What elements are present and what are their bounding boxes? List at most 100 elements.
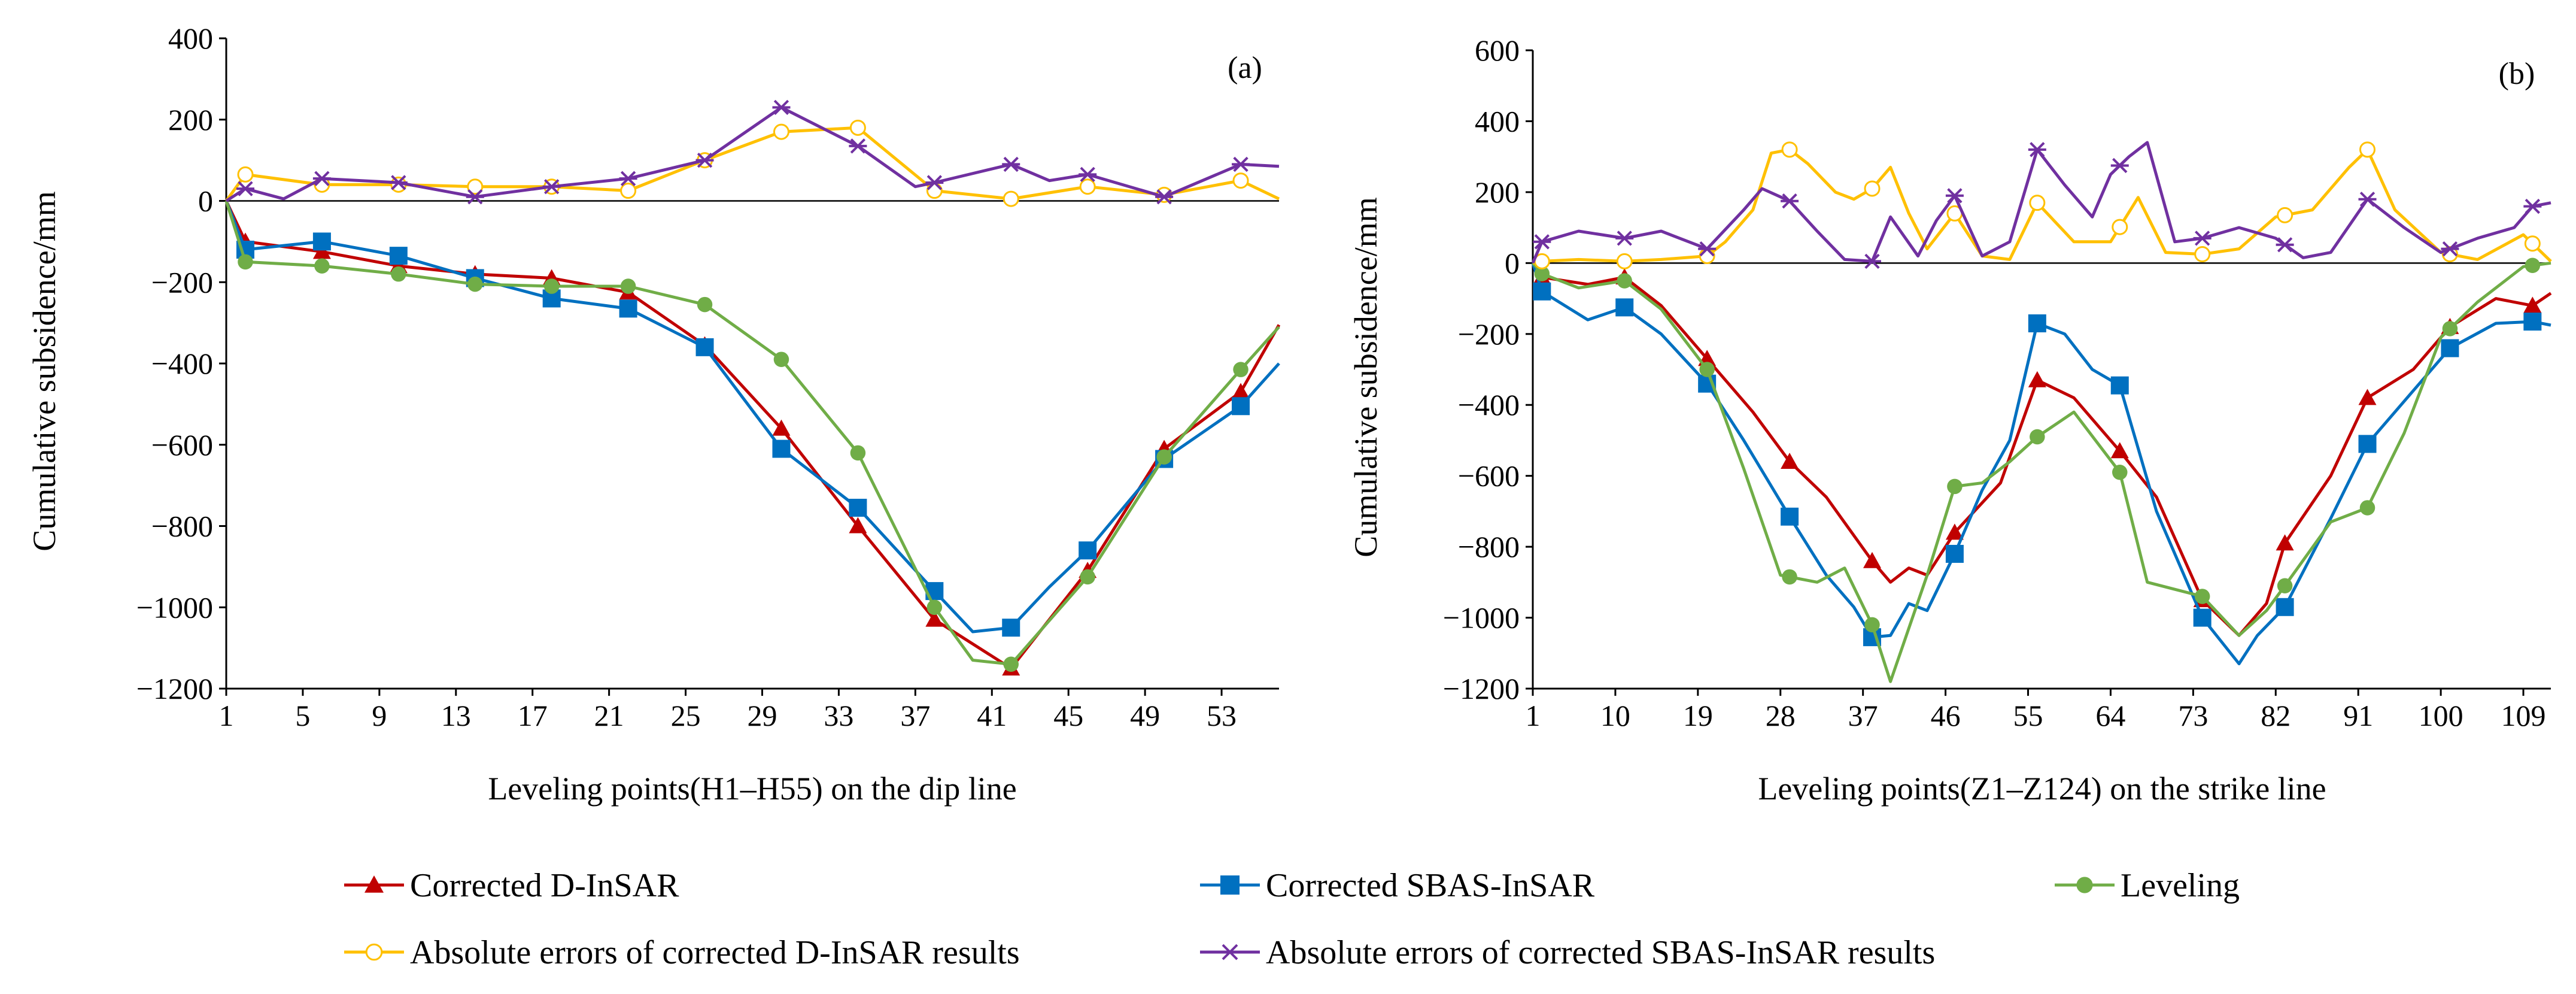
- legend-item-err_dinsar: Absolute errors of corrected D-InSAR res…: [344, 934, 1020, 971]
- point-err_sbas-a: [619, 171, 637, 186]
- point-leveling-a: [467, 276, 483, 292]
- point-sbas-a: [772, 440, 791, 458]
- legend-marker-err_sbas: [1220, 944, 1240, 960]
- series-leveling-b: [1532, 257, 2551, 683]
- series-leveling-a: [224, 200, 1280, 672]
- point-leveling-a: [773, 351, 789, 367]
- y-tick-label-a: −400: [151, 347, 213, 380]
- point-dinsar-a: [1232, 383, 1250, 399]
- point-err_dinsar-a: [237, 166, 254, 183]
- point-dinsar-a: [925, 610, 944, 627]
- x-tick-label-b: 1: [1526, 699, 1541, 732]
- point-err_dinsar-a: [926, 183, 943, 199]
- series-line-err_dinsar-a: [224, 126, 1280, 202]
- point-err_dinsar-b: [1699, 247, 1715, 264]
- series-sbas-b: [1531, 262, 2551, 665]
- y-axis-title-a: Cumulative subsidence/mm: [26, 191, 62, 551]
- x-tick-label-a: 29: [747, 699, 777, 732]
- point-leveling-b: [2112, 464, 2128, 480]
- y-tick-label-a: −1000: [136, 590, 213, 624]
- point-sbas-a: [312, 232, 331, 251]
- point-err_sbas-a: [1232, 156, 1250, 172]
- point-dinsar-b: [1945, 523, 1964, 540]
- point-leveling-a: [1233, 362, 1248, 377]
- y-tick-label-b: 200: [1475, 175, 1520, 209]
- point-err_dinsar-b: [2029, 195, 2046, 211]
- y-tick-label-a: −1200: [136, 672, 213, 705]
- point-leveling-b: [1782, 569, 1797, 585]
- series-line-err_sbas-a: [225, 105, 1280, 202]
- series-err_sbas-a: [225, 99, 1280, 205]
- point-sbas-b: [1781, 507, 1799, 526]
- x-tick-label-b: 91: [2343, 699, 2373, 732]
- point-leveling-a: [238, 254, 253, 270]
- point-err_dinsar-b: [2359, 141, 2376, 158]
- x-tick-label-b: 55: [2013, 699, 2043, 732]
- y-tick-label-b: −1000: [1443, 601, 1520, 635]
- x-tick-label-a: 5: [295, 699, 310, 732]
- point-leveling-a: [1003, 656, 1019, 672]
- y-tick-label-b: −400: [1458, 388, 1520, 422]
- chart-panel-b: −1200 −1000 −800 −600 −400 −200 0 200 400 600 1 10 1…: [1348, 34, 2552, 807]
- point-sbas-b: [2358, 435, 2377, 453]
- x-tick-label-a: 49: [1130, 699, 1160, 732]
- point-err_sbas-b: [2358, 192, 2377, 207]
- point-err_sbas-b: [2276, 237, 2294, 253]
- point-sbas-a: [1079, 541, 1097, 560]
- point-dinsar-a: [312, 243, 331, 259]
- point-err_sbas-a: [542, 179, 561, 195]
- point-err_sbas-b: [2028, 142, 2046, 157]
- legend-label-err_dinsar: Absolute errors of corrected D-InSAR res…: [410, 934, 1020, 971]
- legend-marker-leveling: [2076, 877, 2093, 893]
- legend-item-sbas: Corrected SBAS-InSAR: [1200, 867, 1595, 904]
- series-err_dinsar-b: [1532, 141, 2552, 269]
- point-sbas-a: [389, 247, 408, 265]
- x-tick-label-a: 53: [1207, 699, 1237, 732]
- x-tick-label-b: 64: [2095, 699, 2125, 732]
- point-leveling-b: [1617, 273, 1632, 289]
- y-tick-label-b: 600: [1475, 34, 1520, 67]
- point-err_sbas-a: [772, 99, 791, 116]
- point-err_sbas-a: [236, 181, 254, 196]
- point-err_sbas-b: [1533, 234, 1551, 250]
- point-err_sbas-b: [1698, 241, 1717, 257]
- point-err_sbas-a: [1002, 156, 1020, 172]
- point-leveling-a: [926, 599, 943, 615]
- point-err_sbas-a: [849, 138, 867, 154]
- legend: Corrected D-InSAR Corrected SBAS-InSAR Lev…: [344, 867, 2240, 971]
- series-err_sbas-b: [1531, 141, 2551, 269]
- point-dinsar-a: [772, 419, 791, 436]
- series-sbas-a: [224, 200, 1280, 637]
- point-err_sbas-a: [389, 175, 408, 190]
- x-tick-label-b: 10: [1600, 699, 1630, 732]
- point-err_sbas-b: [1945, 188, 1964, 204]
- point-sbas-a: [619, 299, 637, 318]
- point-err_sbas-b: [2523, 198, 2542, 214]
- point-err_dinsar-b: [1616, 253, 1633, 269]
- x-tick-label-b: 46: [1931, 699, 1961, 732]
- point-err_dinsar-a: [1079, 178, 1096, 195]
- point-leveling-b: [2194, 589, 2210, 604]
- point-sbas-b: [2110, 376, 2129, 395]
- point-err_sbas-b: [2441, 241, 2459, 257]
- series-line-dinsar-b: [1531, 262, 2552, 637]
- point-leveling-a: [1080, 569, 1095, 585]
- x-axis-title-b: Leveling points(Z1–Z124) on the strike l…: [1758, 771, 2326, 807]
- plot-area-a: −1200 −1000 −800 −600 −400 −200 0 200 400 1 5 9 13 17…: [136, 22, 1281, 732]
- point-err_dinsar-b: [2524, 235, 2541, 252]
- x-tick-label-a: 21: [594, 699, 624, 732]
- point-err_sbas-a: [1079, 166, 1097, 183]
- series-line-dinsar-a: [224, 200, 1281, 670]
- panel-label-a: (a): [1228, 51, 1262, 85]
- x-tick-label-b: 28: [1766, 699, 1796, 732]
- point-dinsar-b: [1781, 452, 1799, 469]
- point-err_sbas-b: [1781, 193, 1799, 209]
- series-line-leveling-a: [224, 200, 1280, 666]
- point-leveling-a: [391, 266, 406, 282]
- x-tick-label-a: 13: [441, 699, 471, 732]
- point-err_dinsar-b: [1864, 180, 1881, 197]
- point-sbas-b: [2276, 598, 2294, 616]
- y-tick-label-a: 0: [198, 184, 213, 218]
- point-leveling-b: [1699, 362, 1715, 377]
- x-tick-label-b: 37: [1848, 699, 1878, 732]
